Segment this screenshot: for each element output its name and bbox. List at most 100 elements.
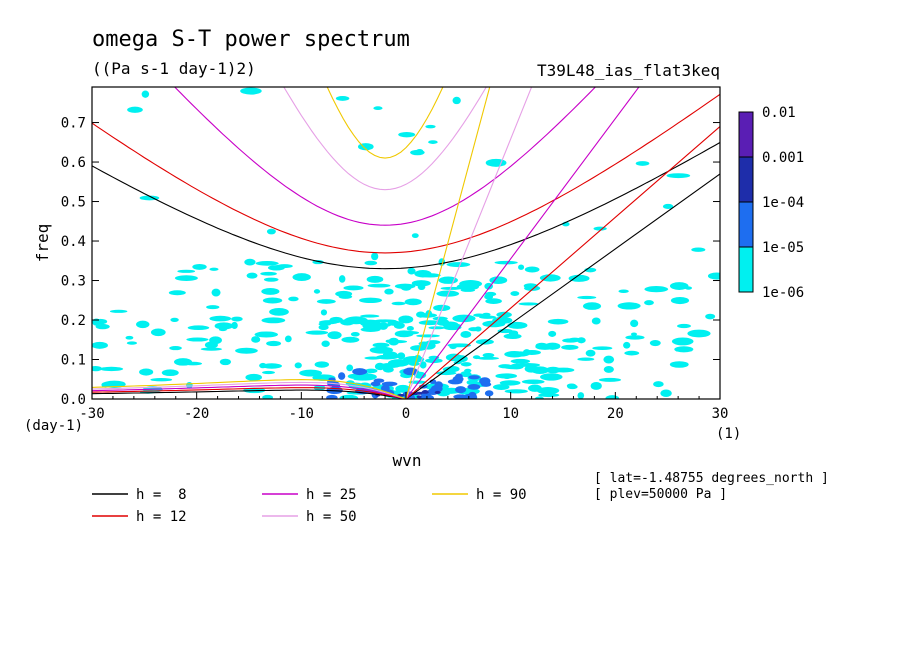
power-patch: [373, 106, 383, 111]
ig-curve-12: [92, 93, 720, 254]
power-patch: [498, 364, 513, 369]
power-patch: [92, 365, 102, 372]
power-patch: [417, 284, 426, 291]
kelvin-line-12: [405, 126, 720, 399]
power-patch: [204, 341, 218, 349]
y-tick-label: 0.4: [61, 234, 86, 250]
power-patch: [669, 282, 689, 290]
power-patch: [254, 331, 279, 338]
power-patch: [246, 272, 258, 279]
power-patch: [288, 296, 299, 302]
power-patch: [630, 319, 639, 328]
power-patch-high: [452, 375, 464, 383]
power-patch: [428, 326, 446, 330]
kelvin-line-50: [405, 87, 533, 399]
y-tick-label: 0.5: [61, 195, 86, 211]
power-patch: [666, 173, 691, 179]
power-patch: [452, 96, 461, 105]
rossby-curve-12: [92, 387, 407, 399]
power-patch: [436, 290, 460, 297]
kelvin-line-8: [405, 173, 720, 399]
power-patch: [169, 346, 182, 351]
colorbar-swatch: [738, 111, 754, 158]
power-patch: [141, 90, 150, 98]
power-patch: [460, 371, 472, 378]
power-patch-high: [338, 372, 346, 380]
power-patch: [425, 124, 436, 129]
power-patch: [507, 321, 528, 329]
power-patch: [398, 315, 414, 324]
power-patch: [261, 287, 280, 295]
power-patch: [677, 323, 691, 329]
power-patch: [136, 320, 150, 329]
power-patch: [192, 263, 207, 270]
x-tick-label: -30: [79, 406, 104, 422]
y-tick-label: 0.1: [61, 353, 86, 369]
power-patch: [161, 369, 179, 377]
power-patch: [504, 389, 528, 394]
power-patch: [617, 302, 641, 310]
power-patch: [184, 361, 203, 366]
power-patch: [214, 322, 234, 330]
power-patch: [452, 314, 476, 323]
power-patch: [407, 267, 416, 275]
power-patch: [547, 318, 569, 325]
rossby-curve-25: [92, 384, 407, 399]
power-patch: [705, 313, 716, 320]
colorbar-label: 0.001: [762, 150, 804, 166]
power-patch: [305, 330, 329, 335]
power-patch: [341, 336, 360, 343]
power-patch: [510, 291, 520, 296]
chart-subtitle: ((Pa s-1 day-1)2): [92, 59, 256, 78]
colorbar-swatch: [738, 246, 754, 293]
power-patch-high: [381, 381, 398, 387]
plev-note: [ plev=50000 Pa ]: [594, 487, 727, 502]
legend-label: h = 90: [476, 487, 527, 503]
power-patch: [416, 311, 426, 318]
power-patch: [92, 341, 108, 349]
x-tick-label: 20: [607, 406, 624, 422]
power-patch: [251, 336, 261, 343]
colorbar-label: 1e-04: [762, 195, 804, 211]
power-patch: [477, 356, 500, 360]
power-patch: [510, 358, 531, 364]
power-patch: [566, 383, 577, 389]
power-patch: [259, 362, 267, 369]
x-tick-label: 0: [402, 406, 410, 422]
rossby-curve-50: [92, 381, 407, 399]
power-patch: [403, 356, 425, 363]
colorbar-label: 1e-06: [762, 285, 804, 301]
power-patch: [284, 335, 292, 343]
power-patch: [421, 341, 436, 350]
legend-label: h = 50: [306, 509, 357, 525]
power-patch: [460, 330, 472, 338]
power-patch: [240, 87, 262, 95]
power-patch: [660, 389, 672, 397]
power-patch: [266, 228, 276, 235]
power-contours: [92, 87, 720, 399]
power-patch: [576, 337, 586, 344]
y-tick-label: 0.0: [61, 392, 86, 408]
power-patch: [536, 387, 560, 395]
power-patch: [318, 324, 329, 331]
power-patch: [544, 342, 561, 350]
y-tick-label: 0.2: [61, 313, 86, 329]
power-patch: [492, 384, 510, 390]
power-patch: [150, 328, 166, 337]
power-patch: [294, 362, 302, 369]
power-patch: [344, 316, 368, 325]
power-patch: [598, 377, 622, 382]
power-patch: [411, 233, 419, 239]
power-patch: [671, 337, 694, 346]
power-patch: [446, 262, 471, 268]
power-patch: [398, 131, 416, 138]
power-patch: [644, 286, 669, 293]
legend-label: h = 12: [136, 509, 187, 525]
colorbar-swatch: [738, 201, 754, 248]
power-patch: [95, 323, 110, 330]
legend-label: h = 25: [306, 487, 357, 503]
power-patch: [359, 297, 383, 304]
power-patch: [482, 312, 491, 317]
power-patch: [669, 361, 689, 368]
legend-label: h = 8: [136, 487, 187, 503]
